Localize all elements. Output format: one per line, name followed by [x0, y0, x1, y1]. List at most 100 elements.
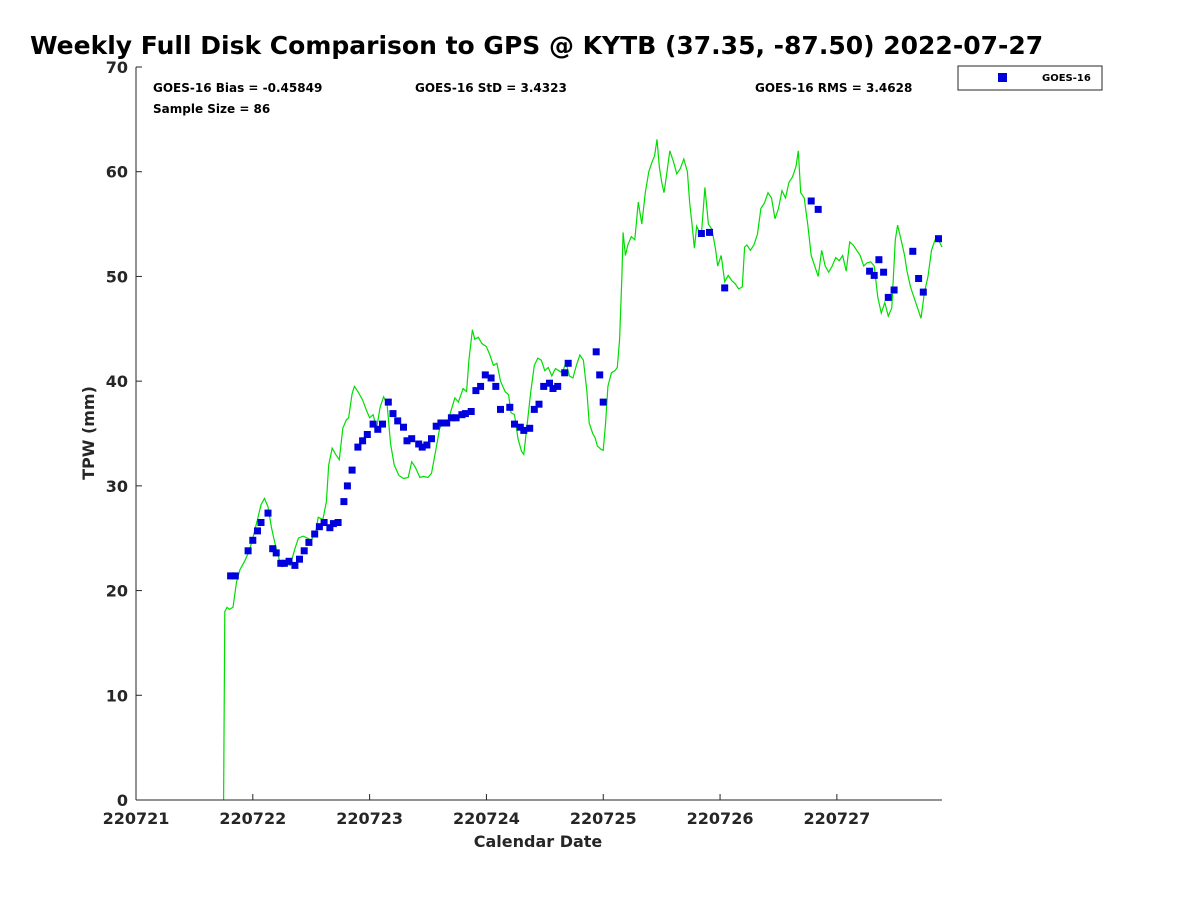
chart-title: Weekly Full Disk Comparison to GPS @ KYT… — [30, 31, 1043, 60]
goes16-data-point — [244, 547, 252, 555]
x-tick-label: 220722 — [219, 809, 286, 828]
goes16-points-layer — [227, 197, 942, 580]
goes16-data-point — [807, 197, 815, 205]
goes16-data-point — [305, 538, 313, 546]
goes16-data-point — [300, 547, 308, 555]
goes16-data-point — [599, 398, 607, 406]
y-tick-label: 20 — [106, 582, 128, 601]
y-tick-label: 0 — [117, 791, 128, 810]
goes16-data-point — [231, 572, 239, 580]
gps-line-layer — [223, 139, 943, 801]
goes16-data-point — [354, 443, 362, 451]
goes16-data-point — [875, 256, 883, 264]
goes16-data-point — [269, 545, 277, 553]
goes16-data-point — [890, 286, 898, 294]
goes16-data-point — [452, 414, 460, 422]
goes16-data-point — [291, 561, 299, 569]
goes16-data-point — [280, 559, 288, 567]
y-axis-ticks: 0 10 20 30 40 50 60 70 — [106, 58, 142, 810]
goes16-data-point — [540, 382, 548, 390]
y-tick-label: 10 — [106, 686, 128, 705]
x-tick-label: 220725 — [570, 809, 637, 828]
goes16-data-point — [315, 523, 323, 531]
goes16-data-point — [487, 374, 495, 382]
x-axis-ticks: 220721 220722 220723 220724 220725 220726 2207… — [103, 794, 870, 828]
goes16-data-point — [596, 371, 604, 379]
goes16-data-point — [497, 405, 504, 413]
goes16-data-point — [340, 498, 348, 506]
goes16-data-point — [592, 348, 600, 356]
goes16-data-point — [254, 527, 261, 535]
goes16-data-point — [564, 359, 572, 367]
goes16-data-point — [535, 400, 543, 408]
goes16-data-point — [561, 369, 569, 377]
goes16-data-point — [348, 466, 356, 474]
y-tick-label: 70 — [106, 58, 128, 77]
y-tick-label: 40 — [106, 372, 128, 391]
x-tick-label: 220726 — [687, 809, 754, 828]
goes16-data-point — [379, 420, 386, 428]
goes16-data-point — [477, 382, 485, 390]
goes16-data-point — [428, 435, 435, 443]
rms-annotation: GOES-16 RMS = 3.4628 — [755, 81, 912, 95]
goes16-data-point — [511, 420, 518, 428]
goes16-data-point — [880, 268, 888, 276]
goes16-data-point — [443, 419, 451, 427]
goes16-data-point — [257, 519, 265, 526]
goes16-data-point — [334, 519, 342, 526]
legend-box — [957, 65, 1103, 91]
goes16-data-point — [432, 422, 440, 430]
y-tick-label: 60 — [106, 163, 128, 182]
goes16-data-point — [408, 435, 416, 443]
goes16-data-point — [814, 205, 822, 213]
gps-tpw-line — [223, 139, 943, 801]
goes16-data-point — [400, 423, 407, 431]
goes16-data-point — [935, 235, 942, 243]
x-tick-label: 220724 — [453, 809, 520, 828]
goes16-data-point — [526, 424, 534, 432]
x-tick-label: 220727 — [803, 809, 870, 828]
goes16-data-point — [915, 275, 923, 282]
goes16-data-point — [296, 555, 303, 563]
goes16-data-point — [546, 379, 553, 387]
goes16-data-point — [472, 387, 480, 395]
goes16-data-point — [272, 549, 280, 557]
goes16-data-point — [418, 443, 426, 451]
goes16-data-point — [369, 420, 377, 428]
goes16-data-point — [363, 431, 371, 438]
legend-label-goes16: GOES-16 — [1042, 73, 1091, 84]
goes16-data-point — [870, 271, 878, 279]
goes16-data-point — [394, 417, 402, 425]
goes16-data-point — [320, 519, 328, 526]
goes16-data-point — [706, 228, 713, 236]
goes16-data-point — [919, 288, 927, 296]
goes16-data-point — [909, 247, 917, 255]
goes16-data-point — [437, 419, 445, 427]
x-tick-label: 220723 — [336, 809, 403, 828]
goes16-data-point — [311, 530, 319, 538]
goes16-data-point — [492, 382, 500, 390]
legend-marker-square-icon — [998, 73, 1007, 82]
goes16-data-point — [520, 426, 528, 434]
goes16-data-point — [277, 559, 285, 567]
goes16-data-point — [227, 572, 235, 580]
std-annotation: GOES-16 StD = 3.4323 — [415, 81, 567, 95]
goes16-data-point — [530, 405, 538, 413]
goes16-data-point — [697, 230, 705, 237]
goes16-data-point — [326, 524, 334, 532]
x-axis-label: Calendar Date — [474, 832, 603, 851]
goes16-data-point — [403, 437, 411, 445]
goes16-data-point — [249, 536, 257, 544]
goes16-data-point — [359, 437, 367, 445]
goes16-data-point — [264, 509, 272, 517]
goes16-data-point — [721, 284, 729, 292]
goes16-data-point — [384, 398, 392, 406]
goes16-data-point — [884, 293, 892, 301]
goes16-data-point — [423, 441, 431, 449]
goes16-data-point — [389, 410, 397, 418]
y-tick-label: 30 — [106, 477, 128, 496]
goes16-data-point — [506, 403, 514, 411]
bias-annotation: GOES-16 Bias = -0.45849 — [153, 81, 322, 95]
goes16-data-point — [554, 382, 562, 390]
